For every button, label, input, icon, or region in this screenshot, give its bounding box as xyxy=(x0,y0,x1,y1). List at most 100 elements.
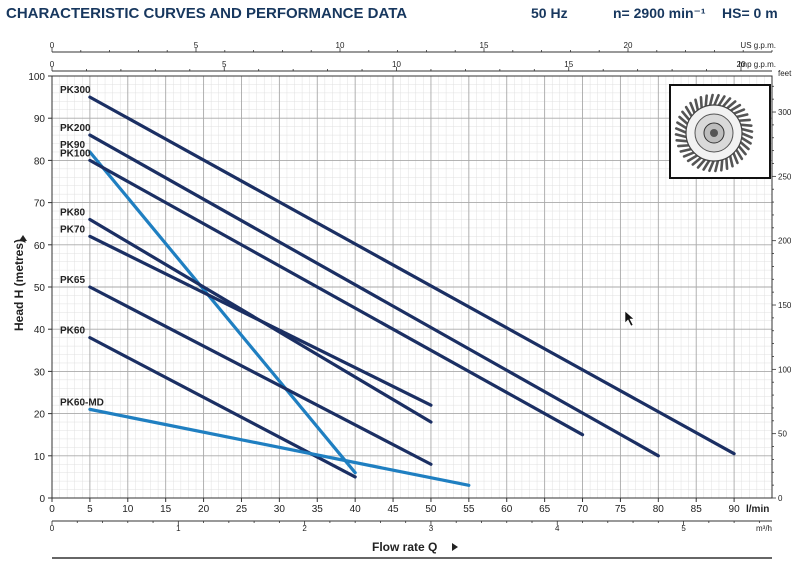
x-tick-label: 55 xyxy=(463,504,475,515)
x-axis-ticks: 0 5 10 15 20 25 30 35 40 45 50 55 60 65 70 75 80 85 90 xyxy=(49,498,740,515)
impeller-blade xyxy=(738,140,750,151)
impeller-blade xyxy=(704,94,708,109)
y-tick-label: 20 xyxy=(34,410,46,421)
axis-tick-label: 10 xyxy=(392,60,401,69)
us-gpm-unit-label: US g.p.m. xyxy=(740,41,776,50)
imp-gpm-ticks: 0 5 10 15 20 xyxy=(50,60,746,71)
impeller-blade xyxy=(739,131,754,139)
x-tick-label: 45 xyxy=(387,504,399,515)
impeller-blade xyxy=(686,153,700,163)
feet-tick-label: 250 xyxy=(778,172,792,181)
x-tick-label: 30 xyxy=(274,504,286,515)
x-tick-label: 60 xyxy=(501,504,513,515)
x-tick-label: 70 xyxy=(577,504,589,515)
imp-gpm-unit-label: Imp g.p.m. xyxy=(738,60,776,69)
impeller-blade xyxy=(728,103,742,113)
impeller-blade xyxy=(696,157,707,169)
axis-tick-label: 0 xyxy=(50,524,55,533)
feet-tick-label: 300 xyxy=(778,108,792,117)
curve-label-pk70: PK70 xyxy=(60,224,85,235)
impeller-blade xyxy=(728,153,734,168)
axis-tick-label: 0 xyxy=(50,41,55,50)
impeller-image xyxy=(669,84,771,179)
y-tick-label: 70 xyxy=(34,199,46,210)
impeller-blade xyxy=(681,110,692,123)
impeller-blade xyxy=(734,147,744,161)
x-tick-label: 0 xyxy=(49,504,55,515)
x-tick-label: 25 xyxy=(236,504,248,515)
x-tick-label: 65 xyxy=(539,504,551,515)
axis-tick-label: 5 xyxy=(194,41,199,50)
y-axis-title: Head H (metres) xyxy=(12,239,26,331)
x-tick-label: 20 xyxy=(198,504,210,515)
mouse-cursor-icon xyxy=(624,310,635,327)
y-tick-label: 60 xyxy=(34,241,46,252)
x-tick-label: 80 xyxy=(653,504,665,515)
curve-pk60-md xyxy=(88,407,471,487)
curve-pk90 xyxy=(88,150,357,475)
impeller-blade xyxy=(694,98,700,113)
x-tick-label: 75 xyxy=(615,504,627,515)
impeller-blade xyxy=(721,97,732,109)
axis-tick-label: 1 xyxy=(176,524,181,533)
x-unit-label: l/min xyxy=(746,504,769,515)
curve-pk100 xyxy=(88,158,585,437)
impeller-blade xyxy=(682,150,697,158)
x-axis-title: Flow rate Q xyxy=(372,540,437,554)
axis-tick-label: 5 xyxy=(681,524,686,533)
y-tick-label: 10 xyxy=(34,452,46,463)
impeller-blade xyxy=(731,108,746,116)
impeller-blade xyxy=(739,127,754,133)
curve-label-pk60-md: PK60-MD xyxy=(60,397,104,408)
impeller-blade xyxy=(716,95,726,108)
impeller-blade xyxy=(708,93,714,108)
impeller-blade xyxy=(734,113,749,119)
m3h-ticks: 0 1 2 3 4 5 xyxy=(50,521,760,533)
feet-ticks: 0 50 100 150 200 250 300 xyxy=(772,85,792,503)
impeller-blade xyxy=(724,100,737,111)
impeller-blade xyxy=(675,139,690,143)
impeller-blade xyxy=(712,93,720,108)
curve-pk300 xyxy=(88,95,736,456)
axis-tick-label: 5 xyxy=(222,60,227,69)
impeller-blade xyxy=(739,135,752,145)
curve-label-pk100: PK100 xyxy=(60,148,91,159)
axis-tick-label: 3 xyxy=(429,524,434,533)
us-gpm-ticks: 0 5 10 15 20 xyxy=(50,41,773,52)
y-tick-label: 100 xyxy=(28,72,45,83)
curve-label-pk80: PK80 xyxy=(60,207,85,218)
frequency-label: 50 Hz xyxy=(531,5,568,21)
impeller-blade xyxy=(674,133,689,139)
curve-label-pk90: PK90 xyxy=(60,140,85,151)
y-tick-label: 0 xyxy=(39,494,45,505)
x-tick-label: 35 xyxy=(312,504,324,515)
impeller-blade xyxy=(714,158,720,173)
impeller-blade xyxy=(720,157,724,172)
axis-tick-label: 4 xyxy=(555,524,560,533)
x-tick-label: 90 xyxy=(729,504,741,515)
suction-head-label: HS= 0 m xyxy=(722,5,778,21)
x-tick-label: 50 xyxy=(425,504,437,515)
impeller-blade xyxy=(708,158,716,173)
curve-pk65 xyxy=(88,285,433,466)
x-tick-label: 15 xyxy=(160,504,172,515)
y-tick-label: 50 xyxy=(34,283,46,294)
impeller-blade xyxy=(676,121,689,131)
axis-tick-label: 15 xyxy=(480,41,489,50)
impeller-blade xyxy=(736,118,751,123)
feet-tick-label: 0 xyxy=(778,494,783,503)
feet-tick-label: 200 xyxy=(778,237,792,246)
y-axis-arrow-icon xyxy=(19,235,27,241)
curve-pk70 xyxy=(88,234,433,407)
impeller-blade xyxy=(677,143,692,148)
x-tick-label: 5 xyxy=(87,504,93,515)
y-tick-label: 90 xyxy=(34,114,46,125)
curve-pk200 xyxy=(88,133,660,458)
feet-tick-label: 50 xyxy=(778,430,787,439)
y-axis-ticks: 0 10 20 30 40 50 60 70 80 90 100 xyxy=(28,72,52,505)
curves xyxy=(88,95,736,487)
impeller-blade xyxy=(724,155,729,170)
feet-tick-label: 100 xyxy=(778,365,792,374)
